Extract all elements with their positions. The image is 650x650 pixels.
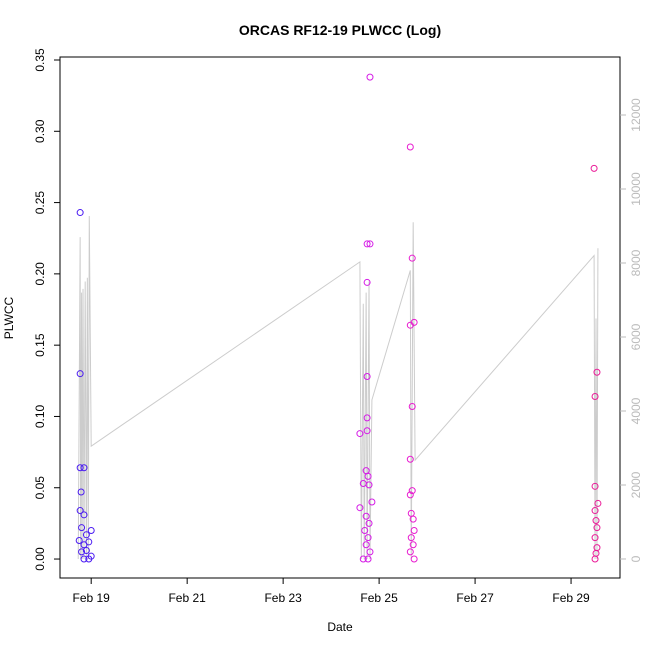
data-point xyxy=(78,524,86,532)
data-point xyxy=(366,240,374,248)
x-tick-label: Feb 19 xyxy=(73,591,111,605)
data-point xyxy=(76,464,84,472)
y2-tick-label: 2000 xyxy=(629,471,643,498)
data-point xyxy=(80,511,88,519)
y2-tick-label: 8000 xyxy=(629,249,643,276)
data-point xyxy=(406,491,414,499)
data-point xyxy=(359,555,367,563)
data-point xyxy=(85,555,93,563)
data-point xyxy=(364,555,372,563)
data-point xyxy=(76,209,84,217)
data-point xyxy=(365,519,373,527)
chart-title: ORCAS RF12-19 PLWCC (Log) xyxy=(239,22,441,38)
data-point xyxy=(356,430,364,438)
data-point xyxy=(410,527,418,535)
data-point xyxy=(364,472,372,480)
data-point xyxy=(80,555,88,563)
data-point xyxy=(591,555,599,563)
data-point xyxy=(368,498,376,506)
data-point xyxy=(408,254,416,262)
data-point xyxy=(363,414,371,422)
data-point xyxy=(82,546,90,554)
y2-tick-label: 12000 xyxy=(629,98,643,132)
data-point xyxy=(77,488,85,496)
y-tick-label: 0.20 xyxy=(33,262,47,286)
y2-tick-label: 0 xyxy=(629,555,643,562)
data-point xyxy=(75,537,83,545)
data-point xyxy=(364,534,372,542)
data-point xyxy=(593,368,601,376)
y2-tick-label: 10000 xyxy=(629,172,643,206)
y-tick-label: 0.35 xyxy=(33,48,47,72)
data-point xyxy=(410,555,418,563)
data-point xyxy=(592,549,600,557)
x-tick-label: Feb 29 xyxy=(552,591,590,605)
data-point xyxy=(366,548,374,556)
data-point xyxy=(363,278,371,286)
x-tick-label: Feb 25 xyxy=(360,591,398,605)
data-point xyxy=(409,541,417,549)
data-point xyxy=(591,507,599,515)
data-point xyxy=(591,534,599,542)
data-point xyxy=(406,548,414,556)
data-point xyxy=(361,527,369,535)
y2-tick-label: 6000 xyxy=(629,323,643,350)
y-tick-label: 0.25 xyxy=(33,191,47,215)
data-point xyxy=(87,527,95,535)
data-point xyxy=(406,143,414,151)
x-tick-label: Feb 21 xyxy=(168,591,206,605)
data-point xyxy=(366,73,374,81)
data-point xyxy=(363,427,371,435)
data-point xyxy=(362,512,370,520)
data-point xyxy=(407,534,415,542)
y-tick-label: 0.10 xyxy=(33,404,47,428)
data-point xyxy=(76,507,84,515)
data-point xyxy=(590,164,598,172)
data-point xyxy=(408,487,416,495)
data-point xyxy=(363,373,371,381)
y-axis-label: PLWCC xyxy=(2,296,16,339)
data-point xyxy=(409,515,417,523)
data-point xyxy=(80,541,88,549)
data-point xyxy=(408,402,416,410)
x-axis-label: Date xyxy=(327,620,353,634)
x-tick-label: Feb 27 xyxy=(456,591,494,605)
data-point xyxy=(592,517,600,525)
data-point xyxy=(363,240,371,248)
y-tick-label: 0.30 xyxy=(33,119,47,143)
data-point xyxy=(356,504,364,512)
data-point xyxy=(362,541,370,549)
data-point xyxy=(365,481,373,489)
data-point xyxy=(593,524,601,532)
data-point xyxy=(406,455,414,463)
y-tick-label: 0.05 xyxy=(33,476,47,500)
y-tick-label: 0.15 xyxy=(33,333,47,357)
data-point xyxy=(591,392,599,400)
line-series xyxy=(77,216,599,559)
data-point xyxy=(591,482,599,490)
x-tick-label: Feb 23 xyxy=(264,591,302,605)
data-point xyxy=(80,464,88,472)
data-point xyxy=(82,531,90,539)
y-tick-label: 0.00 xyxy=(33,547,47,571)
data-point xyxy=(406,321,414,329)
data-point xyxy=(78,548,86,556)
data-point xyxy=(76,370,84,378)
plot-frame xyxy=(59,56,621,579)
y2-tick-label: 4000 xyxy=(629,397,643,424)
data-point xyxy=(594,499,602,507)
